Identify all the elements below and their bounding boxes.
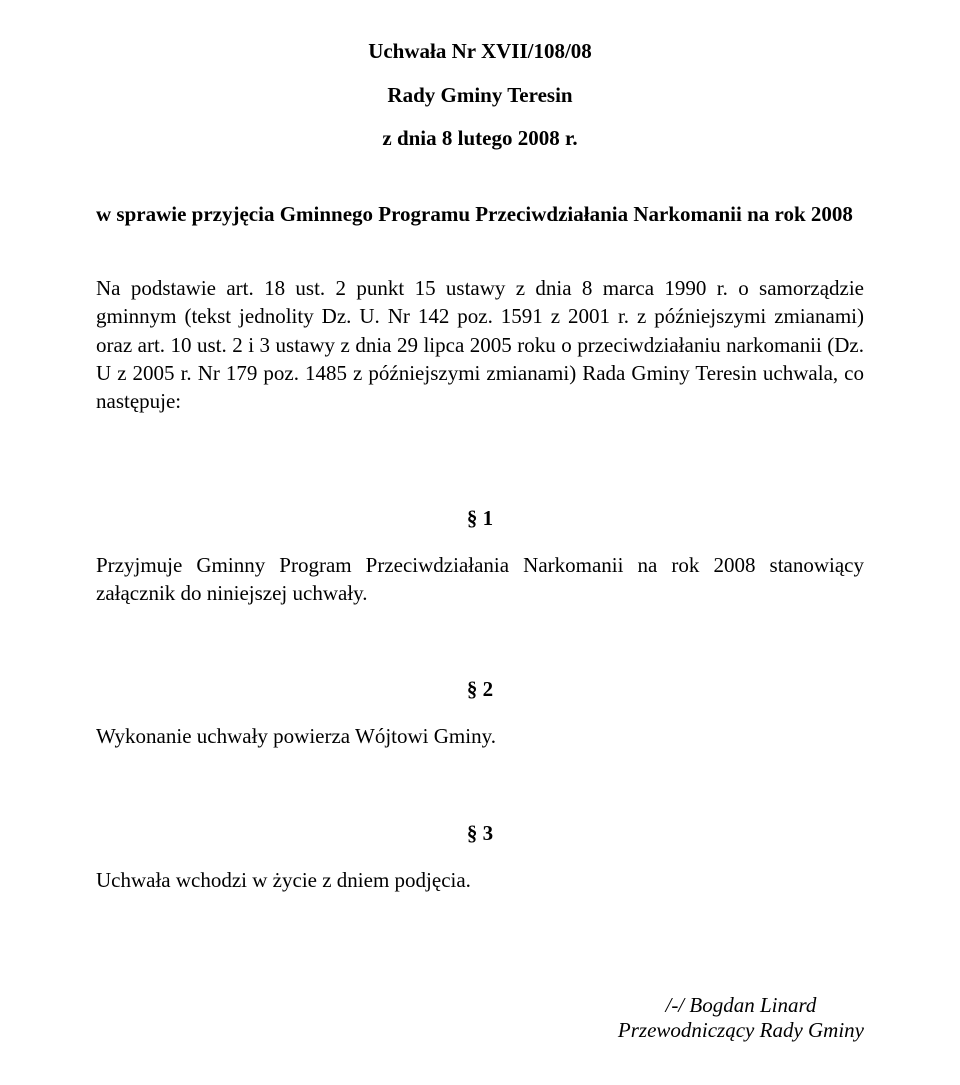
signature-name: /-/ Bogdan Linard bbox=[618, 993, 864, 1018]
legal-basis: Na podstawie art. 18 ust. 2 punkt 15 ust… bbox=[96, 274, 864, 416]
section-number: § 2 bbox=[96, 677, 864, 702]
section-body: Wykonanie uchwały powierza Wójtowi Gminy… bbox=[96, 722, 864, 750]
council-name: Rady Gminy Teresin bbox=[96, 80, 864, 112]
section-number: § 3 bbox=[96, 821, 864, 846]
document-page: Uchwała Nr XVII/108/08 Rady Gminy Teresi… bbox=[0, 0, 960, 1085]
signature-block: /-/ Bogdan Linard Przewodniczący Rady Gm… bbox=[618, 993, 864, 1043]
resolution-title: Uchwała Nr XVII/108/08 bbox=[96, 36, 864, 68]
resolution-subject: w sprawie przyjęcia Gminnego Programu Pr… bbox=[96, 199, 864, 231]
signature-role: Przewodniczący Rady Gminy bbox=[618, 1018, 864, 1043]
section-body: Przyjmuje Gminny Program Przeciwdziałani… bbox=[96, 551, 864, 608]
resolution-date: z dnia 8 lutego 2008 r. bbox=[96, 123, 864, 155]
section-number: § 1 bbox=[96, 506, 864, 531]
section-body: Uchwała wchodzi w życie z dniem podjęcia… bbox=[96, 866, 864, 894]
